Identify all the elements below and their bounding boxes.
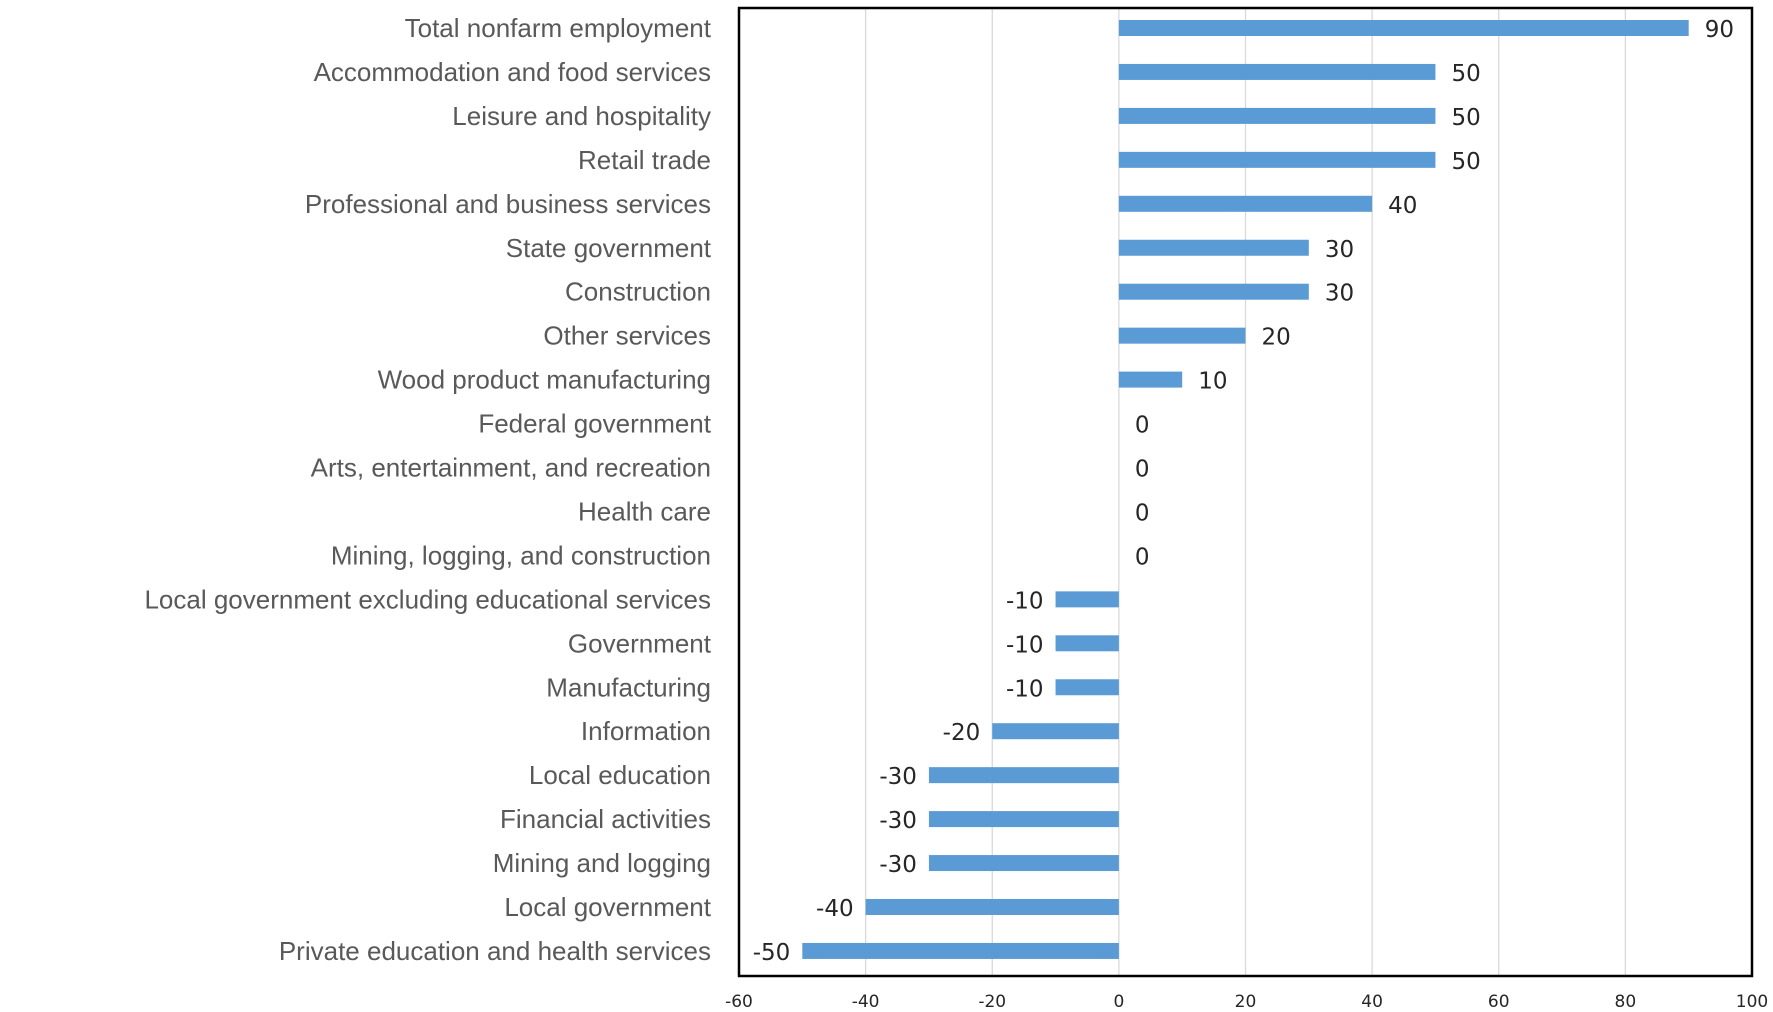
data-label: 50 (1451, 105, 1480, 131)
x-tick-label: 100 (1736, 992, 1768, 1012)
data-label: 20 (1262, 325, 1291, 351)
category-label: Federal government (478, 409, 711, 439)
bar (802, 942, 1119, 959)
category-label: Mining, logging, and construction (331, 540, 711, 570)
x-axis-tick-labels: -60 -40 -20 0 20 40 60 80 100 (725, 992, 1768, 1012)
data-label: 0 (1135, 457, 1150, 483)
bar (1118, 371, 1183, 388)
x-tick-label: 40 (1361, 992, 1383, 1012)
bars (802, 20, 1689, 959)
data-label: -30 (879, 852, 917, 878)
category-label: Local education (529, 760, 711, 790)
bar (1118, 195, 1373, 212)
category-label: Financial activities (500, 804, 711, 834)
data-label: 0 (1135, 500, 1150, 526)
x-tick-label: 0 (1113, 992, 1124, 1012)
bar (1055, 591, 1119, 608)
data-labels: 90 50 50 50 40 30 30 20 10 0 0 0 0 -10 -10 -10 -20 -30 -30… (753, 17, 1734, 966)
category-label: Arts, entertainment, and recreation (311, 453, 711, 483)
category-label: Professional and business services (305, 189, 711, 219)
category-label: Private education and health services (279, 936, 711, 966)
category-label: Government (568, 628, 712, 658)
data-label: -50 (753, 940, 791, 966)
bar (928, 767, 1119, 784)
category-label: Local government excluding educational s… (144, 584, 711, 614)
bar (928, 855, 1119, 872)
bar (1118, 107, 1436, 124)
category-label: Leisure and hospitality (452, 101, 711, 131)
data-label: -40 (816, 896, 854, 922)
category-label: Retail trade (578, 145, 711, 175)
bar (1118, 20, 1689, 36)
x-tick-label: 20 (1235, 992, 1257, 1012)
bar (1118, 327, 1246, 344)
bar (1118, 283, 1309, 300)
bar (1055, 679, 1119, 696)
data-label: -30 (879, 808, 917, 834)
data-label: 0 (1135, 544, 1150, 570)
data-label: -10 (1006, 632, 1044, 658)
x-tick-label: 80 (1615, 992, 1637, 1012)
data-label: 0 (1135, 413, 1150, 439)
bar (992, 723, 1119, 740)
data-label: 10 (1198, 369, 1227, 395)
data-label: 50 (1451, 61, 1480, 87)
x-tick-label: -20 (978, 992, 1006, 1012)
bar (928, 811, 1119, 828)
bar (1118, 63, 1436, 80)
data-label: -30 (879, 764, 917, 790)
category-label: State government (506, 233, 712, 263)
data-label: -10 (1006, 588, 1044, 614)
category-label: Information (581, 716, 711, 746)
category-label: Health care (578, 496, 711, 526)
category-label: Construction (565, 277, 711, 307)
category-label: Mining and logging (493, 848, 711, 878)
category-label: Manufacturing (546, 672, 711, 702)
category-label: Other services (543, 321, 711, 351)
bar (1055, 635, 1119, 652)
data-label: -20 (943, 720, 981, 746)
data-label: 50 (1451, 149, 1480, 175)
data-label: -10 (1006, 676, 1044, 702)
data-label: 30 (1325, 281, 1354, 307)
category-label: Accommodation and food services (314, 57, 711, 87)
category-label: Total nonfarm employment (405, 13, 712, 43)
x-tick-label: -40 (852, 992, 880, 1012)
x-tick-label: 60 (1488, 992, 1510, 1012)
category-label: Local government (504, 892, 711, 922)
data-label: 40 (1388, 193, 1417, 219)
data-label: 30 (1325, 237, 1354, 263)
x-tick-label: -60 (725, 992, 753, 1012)
data-label: 90 (1705, 17, 1734, 43)
plot-area-frame (737, 6, 1754, 978)
bar (1118, 151, 1436, 168)
bar (1118, 239, 1309, 256)
bar (865, 899, 1119, 915)
gridlines (864, 8, 1627, 976)
category-label: Wood product manufacturing (378, 365, 711, 395)
category-labels: Total nonfarm employment Accommodation an… (144, 13, 711, 966)
